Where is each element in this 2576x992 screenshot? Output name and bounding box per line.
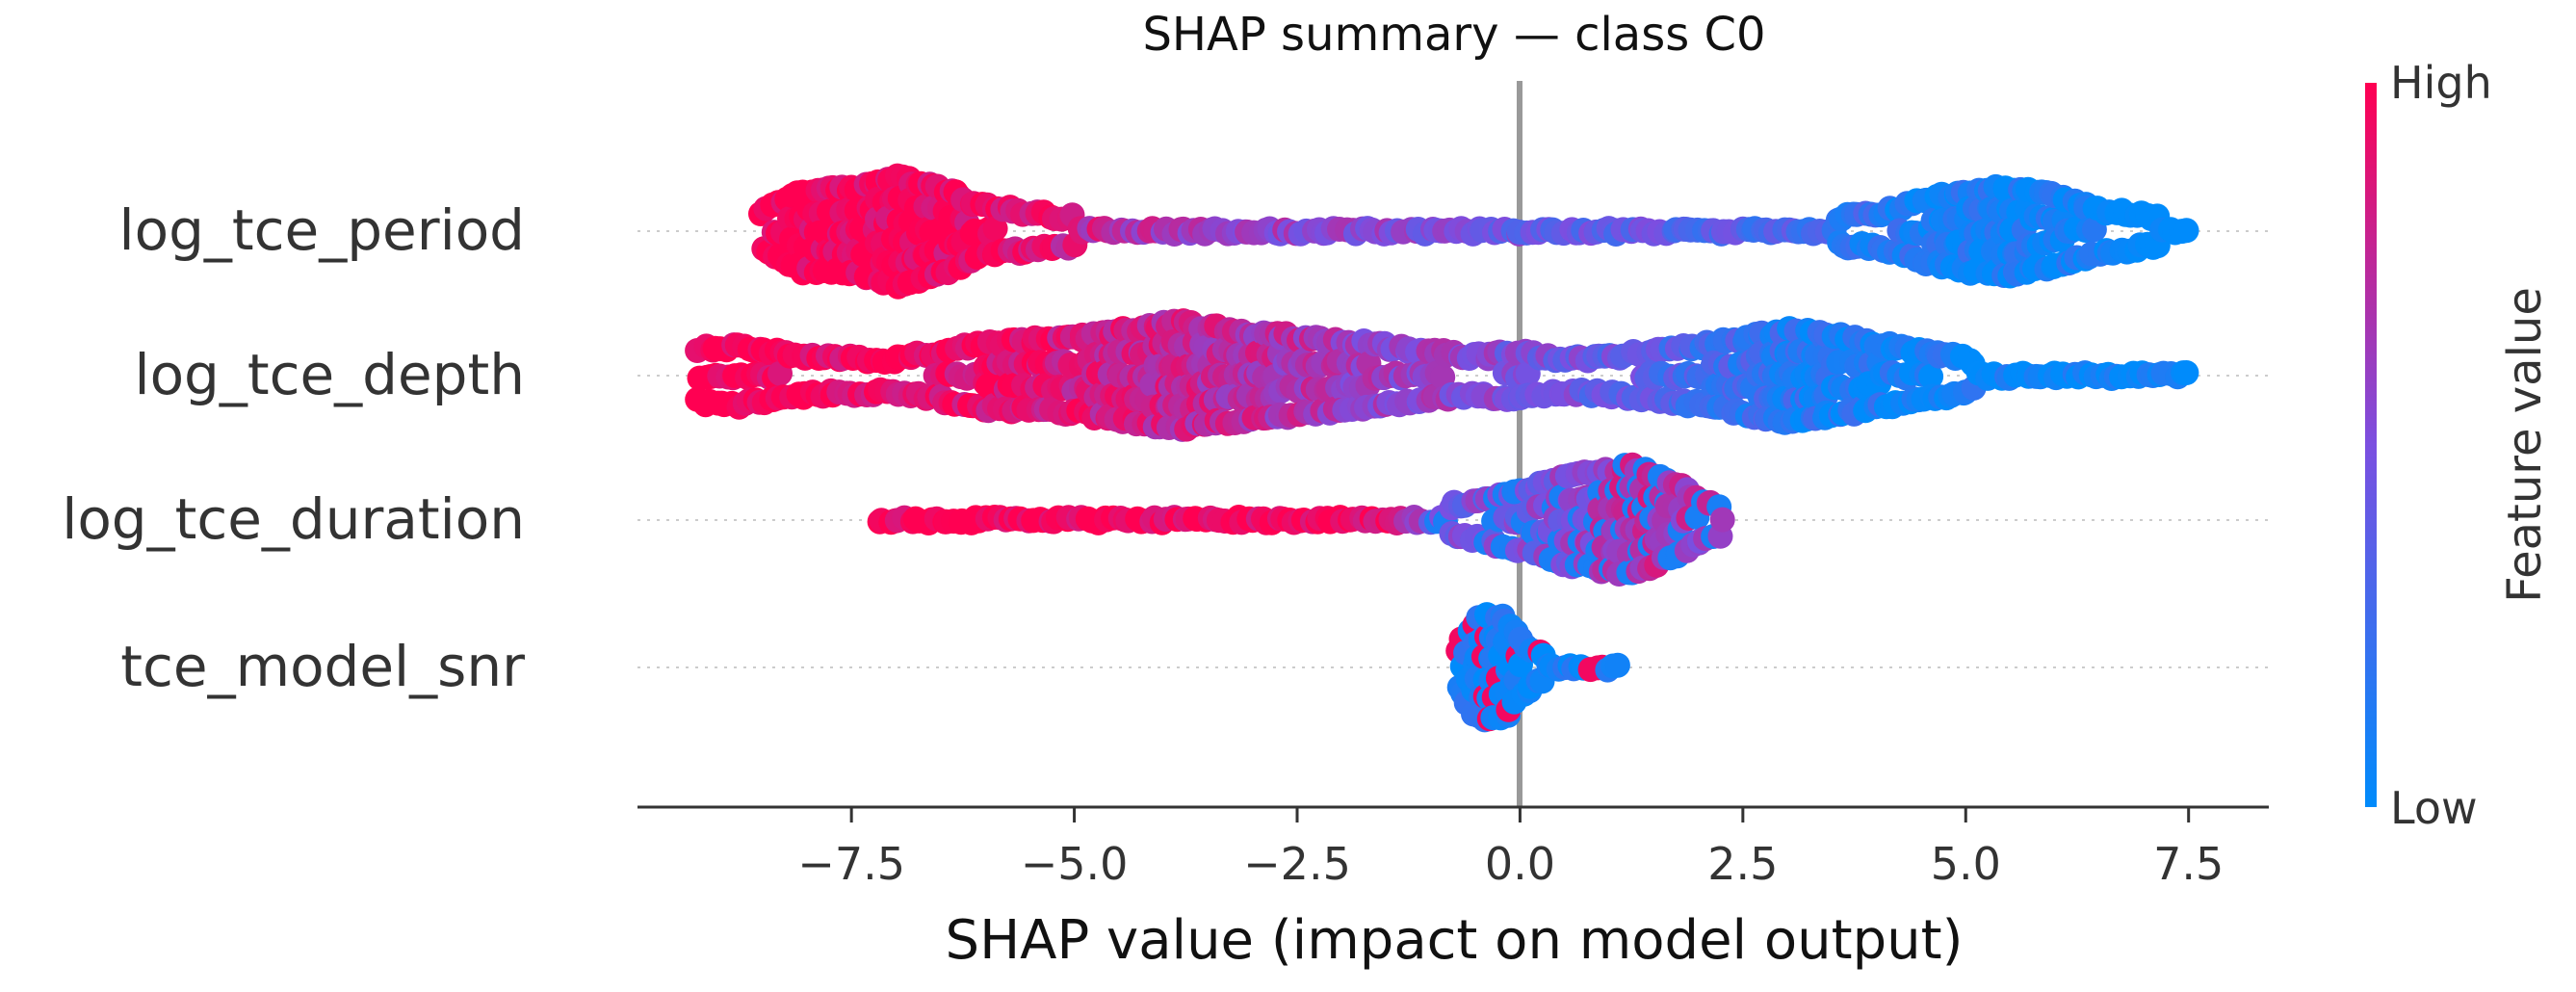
x-tick-label: 7.5 bbox=[2153, 838, 2224, 890]
feature-gridlines bbox=[637, 230, 2269, 668]
feature-label-log_tce_period: log_tce_period bbox=[119, 197, 526, 263]
chart-title: SHAP summary — class C0 bbox=[1142, 8, 1765, 62]
shap-point bbox=[2173, 218, 2199, 244]
x-tick-label: −5.0 bbox=[1021, 838, 1129, 890]
feature-label-log_tce_depth: log_tce_depth bbox=[134, 342, 525, 407]
shap-point bbox=[982, 216, 1008, 242]
beeswarm-dots bbox=[685, 163, 2199, 733]
shap-point bbox=[1604, 652, 1630, 678]
colorbar bbox=[2365, 83, 2377, 807]
x-tick-label: −7.5 bbox=[797, 838, 905, 890]
x-tick-label: 5.0 bbox=[1931, 838, 2001, 890]
x-tick-label: 0.0 bbox=[1485, 838, 1555, 890]
series-log_tce_duration bbox=[867, 452, 1735, 587]
shap-point bbox=[1918, 363, 1944, 389]
colorbar-low-label: Low bbox=[2390, 782, 2478, 834]
x-axis-ticks: −7.5 −5.0 −2.5 0.0 2.5 5.0 7.5 bbox=[797, 807, 2224, 890]
x-axis-label: SHAP value (impact on model output) bbox=[946, 909, 1964, 972]
feature-label-log_tce_duration: log_tce_duration bbox=[62, 486, 525, 552]
feature-label-tce_model_snr: tce_model_snr bbox=[120, 634, 525, 699]
series-log_tce_depth bbox=[685, 308, 2199, 442]
x-tick-label: −2.5 bbox=[1243, 838, 1351, 890]
x-tick-label: 2.5 bbox=[1707, 838, 1778, 890]
shap-point bbox=[2173, 360, 2199, 385]
feature-labels: log_tce_period log_tce_depth log_tce_durat… bbox=[62, 197, 525, 699]
shap-point bbox=[1709, 507, 1735, 533]
colorbar-high-label: High bbox=[2390, 57, 2492, 109]
colorbar-title: Feature value bbox=[2498, 287, 2552, 603]
series-tce_model_snr bbox=[1445, 602, 1630, 733]
series-log_tce_period bbox=[748, 163, 2199, 300]
